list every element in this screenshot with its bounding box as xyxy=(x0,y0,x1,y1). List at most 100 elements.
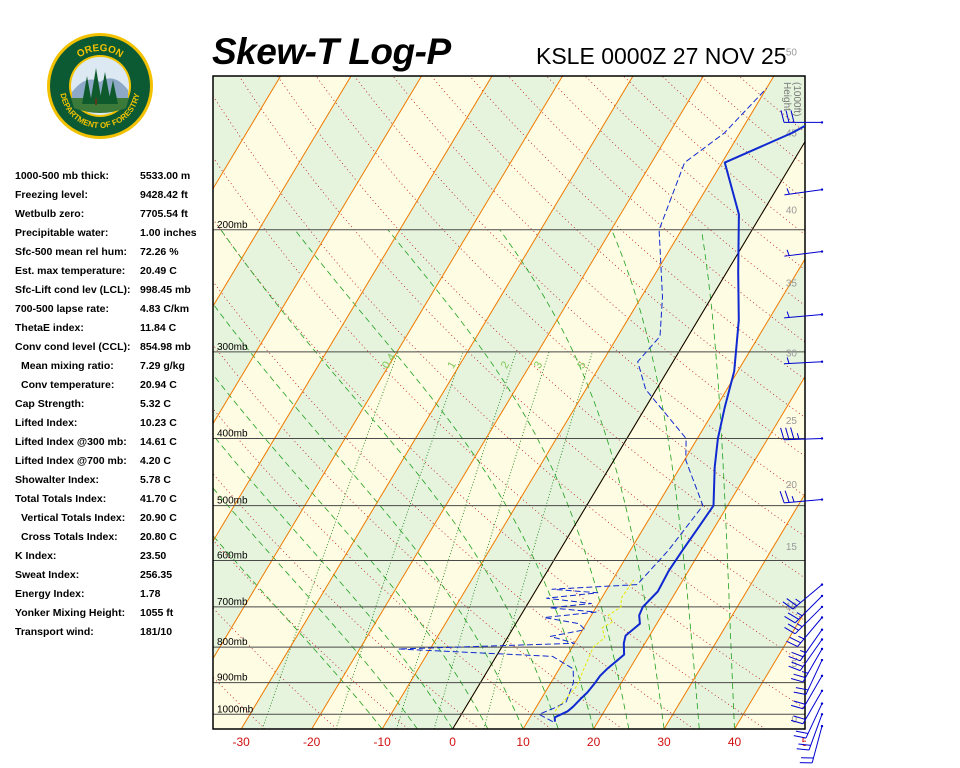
wind-barb-full xyxy=(785,110,790,123)
wind-barb-full xyxy=(786,598,798,607)
index-row: Total Totals Index: 41.70 C xyxy=(15,490,215,509)
wind-barb-base xyxy=(820,689,824,693)
wind-barb-base xyxy=(820,498,824,501)
wind-barb-half xyxy=(796,612,803,617)
dry-adiabat xyxy=(213,95,805,665)
wind-barb-base xyxy=(820,605,824,609)
wind-barb-full xyxy=(790,678,804,683)
wind-barb-full xyxy=(785,427,790,440)
isotherm xyxy=(213,76,563,660)
moist-adiabat xyxy=(611,229,700,729)
index-label: 700-500 lapse rate: xyxy=(15,303,109,315)
isobar-label: 1000mb xyxy=(217,704,254,715)
wind-barb-base xyxy=(820,702,824,705)
index-label: Precipitable water: xyxy=(15,227,109,239)
isobar-label: 200mb xyxy=(217,220,248,231)
wind-barb-base xyxy=(820,250,824,253)
wind-barb-base xyxy=(820,616,824,619)
wind-barb xyxy=(790,674,824,710)
height-axis-title: Height(1000ft) xyxy=(781,82,802,116)
zero-isotherm xyxy=(452,140,805,729)
wind-barb-full xyxy=(788,655,801,662)
index-value: 14.61 C xyxy=(140,436,177,448)
wind-barb xyxy=(784,249,824,257)
isobar-label: 800mb xyxy=(217,637,248,648)
index-value: 5.78 C xyxy=(140,474,171,486)
index-row: 700-500 lapse rate: 4.83 C/km xyxy=(15,300,215,319)
mixing-ratio-line xyxy=(433,351,550,729)
x-tick-label: 20 xyxy=(587,735,601,749)
temperature-trace xyxy=(553,124,805,722)
index-row: K Index: 23.50 xyxy=(15,547,215,566)
isotherm xyxy=(0,76,140,729)
index-value: 41.70 C xyxy=(140,493,177,505)
index-row: 1000-500 mb thick: 5533.00 m xyxy=(15,167,215,186)
dry-adiabat xyxy=(277,76,805,579)
index-label: Cap Strength: xyxy=(15,398,85,410)
plot-background xyxy=(213,76,805,729)
wind-barb xyxy=(793,658,824,695)
wind-barb-full xyxy=(795,687,809,691)
wind-barb-staff xyxy=(792,584,823,610)
wind-barb-full xyxy=(793,691,807,695)
wind-barb-full xyxy=(793,673,806,679)
isotherm xyxy=(213,76,352,308)
index-value: 20.94 C xyxy=(140,379,177,391)
dry-adiabat xyxy=(392,76,805,457)
isobar-label: 600mb xyxy=(217,551,248,562)
index-label: Sfc-Lift cond lev (LCL): xyxy=(15,284,131,296)
index-value: 20.49 C xyxy=(140,265,177,277)
wind-barb-base xyxy=(820,583,824,586)
parcel-trace xyxy=(554,579,635,712)
wind-barb-base xyxy=(820,594,824,598)
mixing-ratio-label: 3 xyxy=(532,359,545,371)
wind-barb-full xyxy=(787,612,799,620)
wind-barb-full xyxy=(784,627,796,635)
wind-barb-base xyxy=(820,360,824,363)
index-label: Showalter Index: xyxy=(15,474,100,486)
wind-barb-full xyxy=(779,491,785,504)
index-value: 72.26 % xyxy=(140,246,179,258)
index-row: Conv cond level (CCL): 854.98 mb xyxy=(15,338,215,357)
wind-barb-full xyxy=(791,661,804,668)
wind-barb-half xyxy=(796,433,800,440)
index-value: 256.35 xyxy=(140,569,173,581)
wind-barb-half xyxy=(786,311,790,318)
wind-barb xyxy=(784,605,824,635)
wind-barb xyxy=(784,188,824,196)
isotherm xyxy=(311,76,704,729)
wind-barb-full xyxy=(790,719,804,725)
wind-barb-full xyxy=(793,715,806,720)
grid-lines xyxy=(0,76,805,729)
isotherm xyxy=(0,76,69,729)
temperature-band xyxy=(382,76,805,729)
wind-barb-half xyxy=(796,623,803,628)
dry-adiabat xyxy=(213,676,266,729)
height-tick-label: 10 xyxy=(786,602,798,613)
wind-barb-staff xyxy=(784,361,823,365)
isobar-label: 400mb xyxy=(217,428,248,439)
mixing-ratio-label: 2 xyxy=(499,359,512,371)
moist-adiabat xyxy=(220,229,559,729)
wind-barb-staff xyxy=(805,659,823,695)
axis-label-mask xyxy=(806,734,866,754)
index-row: Sweat Index: 256.35 xyxy=(15,566,215,585)
index-row: Est. max temperature: 20.49 C xyxy=(15,262,215,281)
temperature-band xyxy=(241,76,704,729)
index-label: 1000-500 mb thick: xyxy=(15,170,109,182)
index-value: 11.84 C xyxy=(140,322,177,334)
index-row: Mean mixing ratio: 7.29 g/kg xyxy=(15,357,215,376)
index-value: 10.23 C xyxy=(140,417,177,429)
wind-barb-full xyxy=(798,743,811,746)
wind-barb-full xyxy=(784,490,790,503)
wind-barb-staff xyxy=(802,675,823,709)
wind-barb-staff xyxy=(799,629,823,662)
wind-barb-staff xyxy=(802,648,823,683)
sounding-profiles xyxy=(397,87,805,723)
height-tick-label: 20 xyxy=(786,480,798,491)
wind-barb-base xyxy=(820,188,824,191)
isotherm xyxy=(522,258,805,729)
isotherm xyxy=(213,76,282,190)
wind-barb-half xyxy=(791,495,795,503)
